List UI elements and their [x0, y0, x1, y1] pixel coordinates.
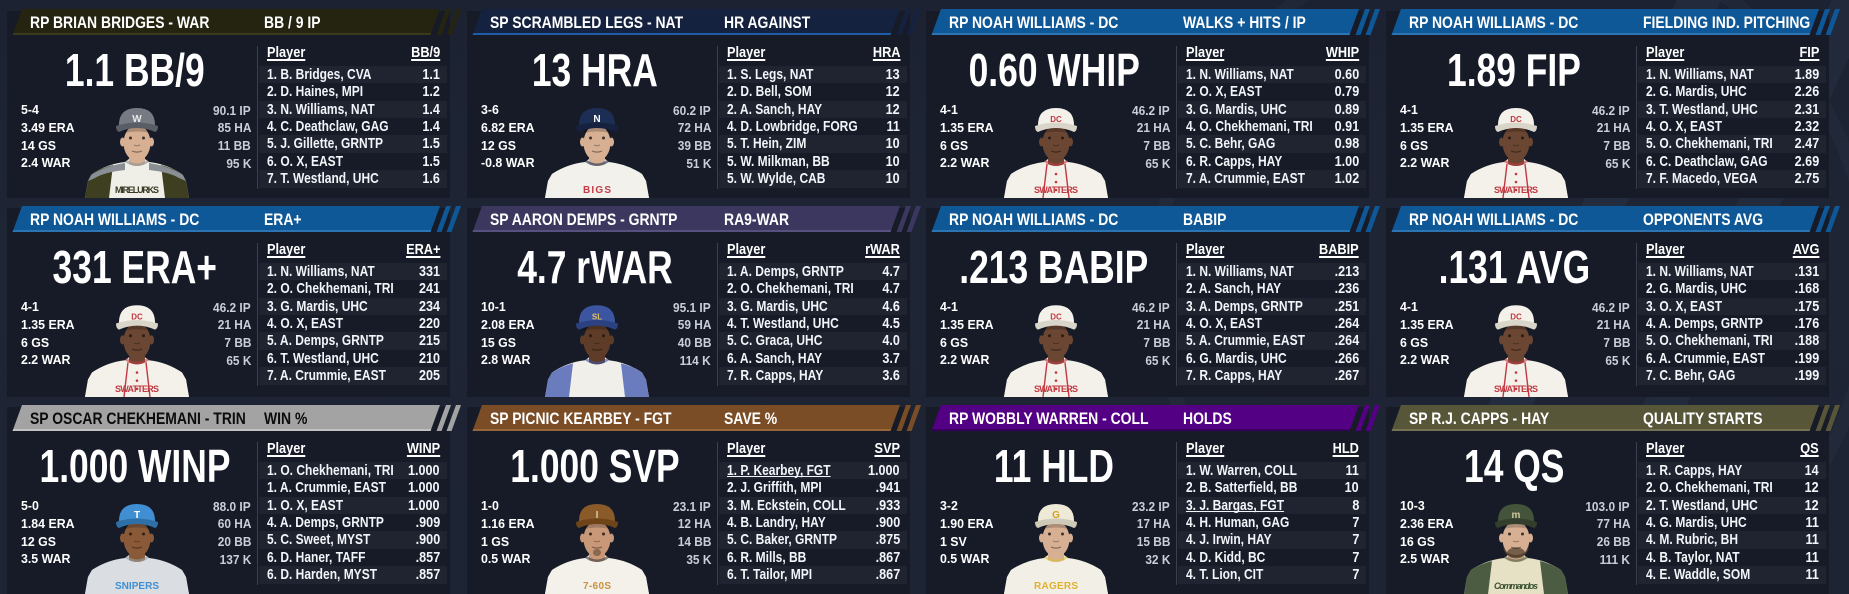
svg-text:RAGERS: RAGERS: [1034, 581, 1078, 592]
svg-text:DC: DC: [1050, 115, 1062, 124]
svg-text:T: T: [134, 510, 140, 521]
svg-text:DC: DC: [1050, 312, 1062, 321]
svg-text:DC: DC: [131, 312, 143, 321]
svg-text:SNIPERS: SNIPERS: [115, 581, 159, 592]
svg-text:Commandos: Commandos: [1494, 581, 1538, 591]
svg-text:G: G: [1052, 510, 1060, 521]
svg-text:SL: SL: [592, 312, 602, 321]
svg-text:SWATTERS: SWATTERS: [115, 384, 159, 394]
svg-text:DC: DC: [1510, 115, 1522, 124]
svg-text:SWATTERS: SWATTERS: [1494, 185, 1538, 195]
svg-text:N: N: [593, 114, 600, 125]
svg-text:SWATTERS: SWATTERS: [1034, 185, 1078, 195]
svg-text:7-60S: 7-60S: [583, 581, 611, 592]
svg-text:I: I: [596, 510, 599, 521]
svg-text:BIGS: BIGS: [583, 185, 611, 196]
svg-text:SWATTERS: SWATTERS: [1494, 384, 1538, 394]
svg-text:SWATTERS: SWATTERS: [1034, 384, 1078, 394]
svg-text:MIRELURKS: MIRELURKS: [115, 185, 159, 195]
svg-text:W: W: [132, 114, 142, 125]
svg-text:DC: DC: [1510, 312, 1522, 321]
svg-text:m: m: [1512, 510, 1521, 521]
